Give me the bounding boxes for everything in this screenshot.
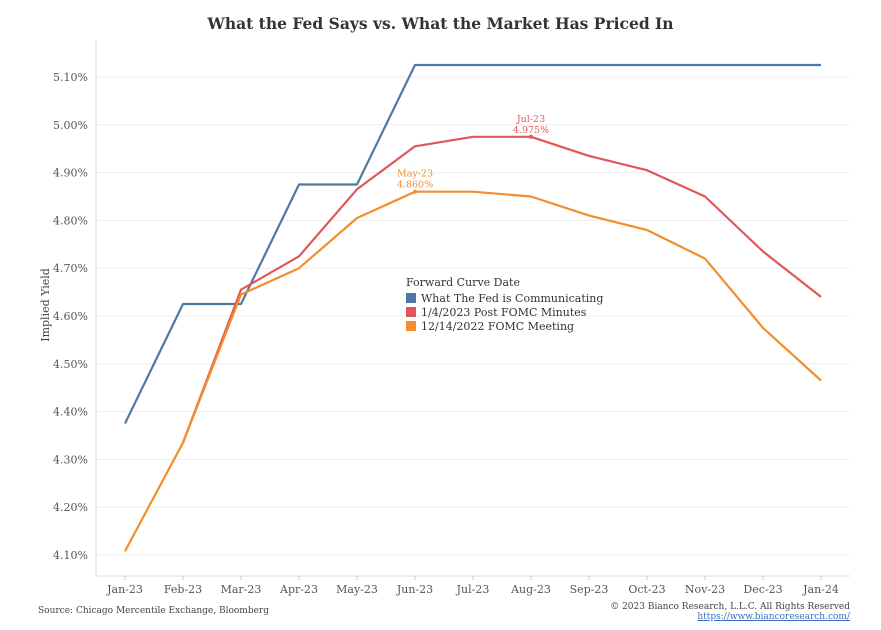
gridlines: [96, 76, 850, 556]
legend-swatch: [406, 293, 416, 303]
legend-swatch: [406, 321, 416, 331]
series-line-1: [181, 135, 822, 444]
x-tick-label: Oct-23: [628, 583, 665, 596]
y-tick-label: 4.20%: [53, 501, 88, 514]
legend-title: Forward Curve Date: [406, 276, 520, 289]
legend-label: 1/4/2023 Post FOMC Minutes: [421, 305, 587, 319]
x-tick-label: Apr-23: [279, 583, 318, 596]
source-note: Source: Chicago Mercentile Exchange, Blo…: [38, 606, 269, 616]
x-tick-label: May-23: [336, 583, 378, 596]
y-tick-label: 5.10%: [53, 71, 88, 84]
annotation-label: Jul-23: [516, 114, 545, 125]
y-tick-label: 4.90%: [53, 167, 88, 180]
legend-item: 1/4/2023 Post FOMC Minutes: [406, 305, 603, 319]
series-line-0: [124, 63, 821, 424]
x-tick-label: Nov-23: [685, 583, 725, 596]
x-tick-label: Mar-23: [221, 583, 262, 596]
y-tick-label: 4.70%: [53, 262, 88, 275]
legend-label: What The Fed is Communicating: [421, 291, 604, 305]
series-line-2: [124, 190, 822, 552]
copyright-note: © 2023 Bianco Research, L.L.C. All Right…: [610, 602, 850, 622]
annotation-value: 4.975%: [513, 125, 549, 136]
copyright-text: © 2023 Bianco Research, L.L.C. All Right…: [610, 602, 850, 612]
y-tick-label: 4.50%: [53, 358, 88, 371]
x-tick-label: Feb-23: [164, 583, 202, 596]
axes: 4.10% 4.20% 4.30% 4.40% 4.50% 4.60% 4.70% 4.80%…: [53, 40, 850, 596]
legend-swatch: [406, 307, 416, 317]
annotations: Jul-234.975% May-234.860%: [397, 114, 549, 194]
y-tick-label: 4.80%: [53, 214, 88, 227]
x-tick-label: Jan-24: [802, 583, 839, 596]
chart-title: What the Fed Says vs. What the Market Ha…: [207, 14, 674, 33]
annotation-point: [529, 134, 533, 139]
annotation-point: [413, 189, 417, 194]
legend-label: 12/14/2022 FOMC Meeting: [421, 319, 575, 333]
x-tick-label: Sep-23: [570, 583, 609, 596]
x-tick-label: Jun-23: [396, 583, 433, 596]
x-tick-label: Aug-23: [510, 583, 551, 596]
legend: Forward Curve Date What The Fed is Commu…: [406, 276, 603, 333]
y-axis-label: Implied Yield: [39, 268, 52, 342]
series-lines: [124, 63, 822, 552]
website-link[interactable]: https://www.biancoresearch.com/: [697, 612, 850, 622]
x-tick-label: Jul-23: [456, 583, 490, 596]
annotation-value: 4.860%: [397, 180, 433, 191]
annotation-label: May-23: [397, 169, 433, 180]
y-tick-label: 4.30%: [53, 453, 88, 466]
y-tick-label: 4.10%: [53, 549, 88, 562]
legend-item: What The Fed is Communicating: [406, 291, 603, 305]
y-tick-label: 5.00%: [53, 119, 88, 132]
y-tick-label: 4.40%: [53, 406, 88, 419]
y-tick-label: 4.60%: [53, 310, 88, 323]
x-tick-label: Jan-23: [106, 583, 143, 596]
legend-item: 12/14/2022 FOMC Meeting: [406, 319, 603, 333]
x-tick-label: Dec-23: [743, 583, 782, 596]
